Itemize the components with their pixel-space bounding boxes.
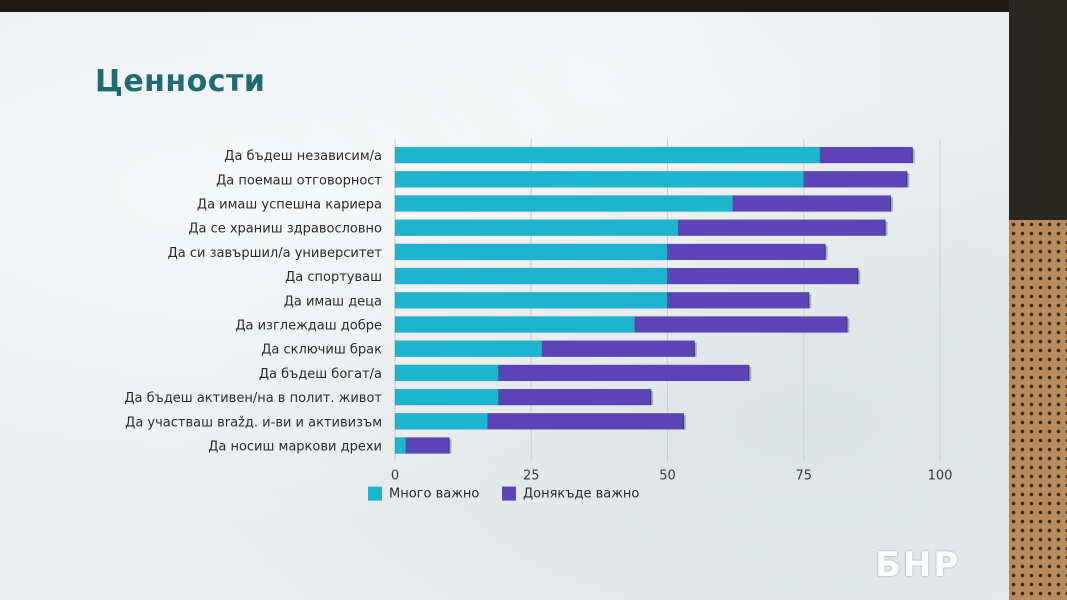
legend-swatch: [502, 486, 516, 501]
legend: Много важно Донякъде важно: [368, 486, 639, 502]
bar-very-important: [394, 388, 499, 406]
category-label: Да сключиш брак: [261, 343, 382, 358]
category-label: Да бъдеш богат/а: [259, 367, 382, 382]
legend-swatch: [368, 486, 382, 501]
bar-end-shadow: [824, 245, 828, 260]
bar-somewhat-important: [405, 437, 450, 454]
x-tick-label: 100: [928, 469, 953, 484]
bar-very-important: [394, 340, 543, 358]
category-label: Да изглеждаш добре: [235, 319, 382, 334]
bar-end-shadow: [448, 439, 452, 454]
category-label: Да имаш успешна кариера: [197, 198, 382, 213]
bar-very-important: [394, 316, 636, 333]
bar-end-shadow: [911, 149, 915, 164]
bar-very-important: [394, 437, 407, 454]
bar-very-important: [394, 243, 668, 261]
bar-somewhat-important: [541, 340, 696, 358]
bnr-logo: БНР: [875, 545, 961, 585]
category-label: Да имаш деца: [284, 294, 382, 309]
bar-somewhat-important: [667, 267, 859, 285]
bar-somewhat-important: [487, 412, 685, 430]
x-tick-label: 0: [391, 469, 399, 484]
category-label: Да спортуваш: [285, 270, 382, 285]
category-label: Да участваш вražд. и-ви и активизъм: [125, 415, 382, 430]
bar-somewhat-important: [732, 195, 892, 212]
x-tick-label: 25: [523, 469, 540, 484]
bar-somewhat-important: [678, 219, 886, 236]
bar-end-shadow: [884, 221, 888, 236]
x-axis-ticks: 0 25 50 75 100: [391, 469, 953, 484]
bar-very-important: [394, 195, 734, 212]
x-tick-label: 75: [795, 469, 812, 484]
speaker-grill: [1009, 220, 1067, 600]
category-label: Да бъдеш независим/а: [224, 149, 382, 164]
bar-very-important: [394, 412, 488, 430]
bar-very-important: [394, 171, 805, 188]
bar-somewhat-important: [819, 146, 914, 164]
bar-somewhat-important: [498, 388, 652, 406]
bar-somewhat-important: [667, 243, 826, 261]
slide-title: Ценности: [95, 64, 266, 99]
bar-very-important: [394, 364, 499, 382]
legend-label: Много важно: [389, 487, 479, 502]
category-label: Да носиш маркови дрехи: [208, 440, 382, 455]
bar-end-shadow: [650, 391, 654, 406]
bar-end-shadow: [857, 270, 861, 285]
category-label: Да поемаш отговорност: [216, 173, 382, 188]
bar-end-shadow: [693, 342, 697, 357]
bar-end-shadow: [682, 415, 686, 430]
bar-very-important: [394, 146, 821, 164]
bar-end-shadow: [906, 173, 910, 188]
bar-very-important: [394, 267, 668, 285]
legend-label: Донякъде важно: [523, 487, 639, 502]
category-label: Да бъдеш активен/на в полит. живот: [124, 391, 382, 406]
bar-end-shadow: [808, 294, 812, 309]
bar-somewhat-important: [803, 171, 908, 188]
bars: [394, 146, 915, 454]
stacked-bar-chart: Да бъдеш независим/а Да поемаш отговорнос…: [124, 139, 953, 502]
category-label: Да си завършил/а университет: [168, 246, 383, 261]
bar-somewhat-important: [667, 291, 810, 309]
bar-somewhat-important: [498, 364, 750, 382]
bar-somewhat-important: [634, 316, 848, 333]
bar-very-important: [394, 219, 679, 236]
category-labels: Да бъдеш независим/а Да поемаш отговорнос…: [124, 149, 382, 454]
bar-end-shadow: [889, 197, 893, 212]
category-label: Да се храниш здравословно: [188, 222, 382, 237]
bar-very-important: [394, 291, 668, 309]
bar-end-shadow: [846, 318, 850, 333]
x-tick-label: 50: [659, 469, 676, 484]
bar-end-shadow: [748, 366, 752, 381]
